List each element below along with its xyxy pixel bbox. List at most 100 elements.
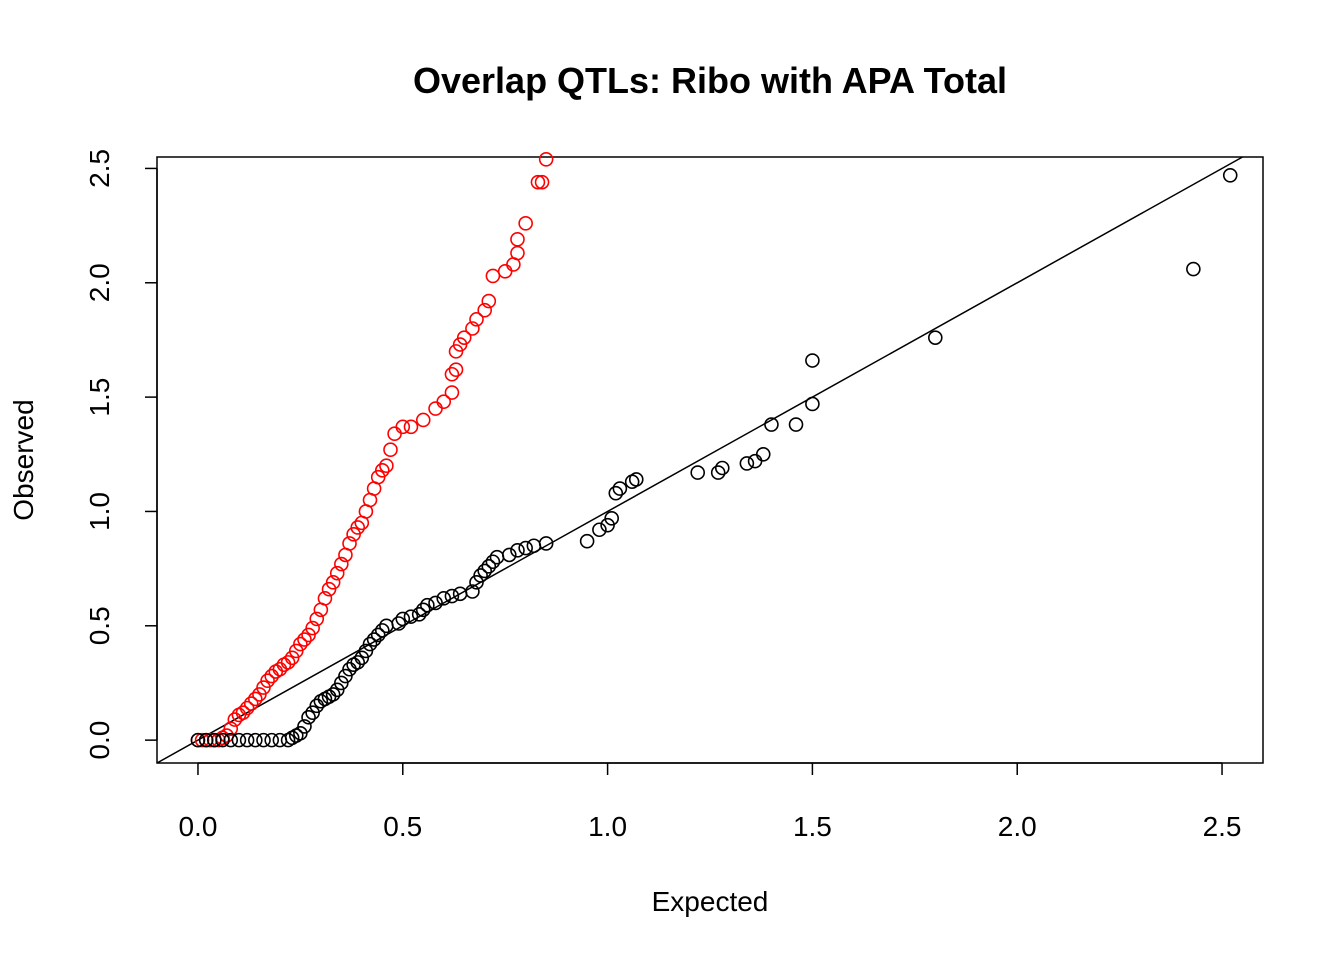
data-point [428, 401, 443, 416]
data-point [374, 623, 390, 638]
x-tick-label: 2.5 [1203, 811, 1242, 842]
data-point [538, 536, 554, 551]
data-point [604, 511, 619, 526]
data-point [579, 533, 595, 549]
series-2 [190, 167, 1238, 748]
data-point [1186, 261, 1201, 277]
data-point [243, 696, 259, 711]
data-point [350, 520, 366, 535]
data-point [510, 232, 525, 247]
data-point [305, 620, 320, 636]
x-tick-label: 1.0 [588, 811, 627, 842]
data-point [198, 732, 214, 748]
data-point [710, 465, 726, 480]
data-point [280, 655, 296, 670]
data-point [473, 568, 488, 583]
x-tick-label: 0.5 [383, 811, 422, 842]
data-point [403, 609, 419, 624]
data-point [411, 607, 427, 622]
data-point [248, 691, 263, 707]
data-point [374, 462, 390, 478]
reference-line [156, 156, 1243, 764]
data-point [628, 472, 644, 487]
data-point [518, 216, 533, 231]
data-point [370, 627, 386, 643]
y-tick-label: 2.0 [84, 263, 115, 302]
data-point [436, 394, 452, 409]
series-1 [190, 151, 554, 748]
data-point [481, 559, 497, 574]
data-point [485, 268, 501, 284]
data-point [395, 611, 411, 627]
data-point [334, 556, 349, 572]
data-point [444, 385, 460, 400]
data-point [469, 312, 484, 327]
x-tick-label: 2.0 [998, 811, 1037, 842]
chart-title: Overlap QTLs: Ribo with APA Total [413, 60, 1007, 101]
data-point [485, 554, 501, 570]
data-point [608, 485, 624, 501]
data-point [428, 595, 443, 611]
data-point [325, 687, 341, 702]
data-point [301, 709, 316, 725]
y-tick-label: 2.5 [84, 149, 115, 188]
data-point [456, 330, 472, 345]
data-point [207, 732, 222, 748]
plot-frame [156, 156, 1264, 764]
data-point [293, 636, 308, 652]
data-point [264, 732, 279, 748]
y-tick-label: 1.5 [84, 378, 115, 417]
y-tick-label: 0.0 [84, 721, 115, 760]
data-point [510, 543, 525, 558]
data-point [342, 536, 357, 551]
data-point [190, 732, 206, 748]
data-point [465, 584, 480, 599]
x-tick-label: 1.5 [793, 811, 832, 842]
data-point [444, 366, 460, 382]
data-point [223, 721, 239, 736]
data-point [256, 732, 271, 748]
data-point [260, 673, 275, 688]
data-point [239, 732, 255, 748]
data-point [755, 446, 771, 462]
data-point [420, 597, 435, 613]
data-point [366, 632, 382, 647]
data-point [239, 700, 255, 716]
data-point [362, 636, 378, 652]
data-point [231, 732, 247, 748]
x-axis: 0.0 0.5 1.0 1.5 2.0 2.5 [178, 762, 1242, 842]
data-point [415, 602, 431, 618]
data-point [788, 417, 804, 432]
data-point [1222, 167, 1238, 183]
data-point [309, 611, 325, 627]
data-point [436, 591, 452, 606]
data-points [156, 151, 1243, 764]
data-point [805, 353, 820, 368]
data-point [415, 412, 431, 428]
data-point [215, 732, 230, 748]
x-tick-label: 0.0 [178, 811, 217, 842]
data-point [714, 460, 730, 476]
x-axis-label: Expected [652, 886, 769, 917]
data-point [477, 302, 493, 318]
data-point [481, 293, 497, 309]
data-point [690, 465, 706, 480]
data-point [739, 456, 755, 471]
y-tick-label: 1.0 [84, 492, 115, 531]
data-point [297, 719, 312, 734]
data-point [448, 362, 464, 377]
data-point [223, 732, 239, 748]
data-point [235, 705, 251, 720]
data-point [526, 538, 542, 554]
data-point [391, 616, 406, 631]
data-point [248, 732, 263, 748]
data-point [927, 330, 943, 345]
data-point [325, 575, 341, 590]
data-point [764, 417, 779, 432]
data-point [805, 396, 820, 412]
y-tick-label: 0.5 [84, 606, 115, 645]
y-axis-label: Observed [8, 399, 39, 520]
data-point [518, 540, 533, 556]
